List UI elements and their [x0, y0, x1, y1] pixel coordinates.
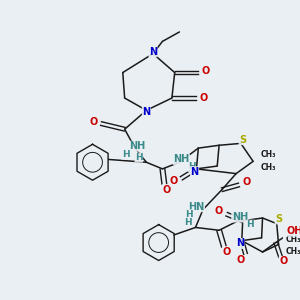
- Text: CH₃: CH₃: [286, 235, 300, 244]
- Text: N: N: [236, 238, 244, 248]
- Text: O: O: [202, 66, 210, 76]
- Text: S: S: [275, 214, 282, 224]
- Text: N: N: [149, 47, 157, 57]
- Text: O: O: [237, 256, 245, 266]
- Text: O: O: [89, 117, 98, 127]
- Text: OH: OH: [286, 226, 300, 236]
- Text: H: H: [135, 153, 142, 162]
- Text: CH₃: CH₃: [260, 164, 276, 172]
- Text: O: O: [279, 256, 287, 266]
- Text: O: O: [162, 185, 170, 195]
- Text: O: O: [223, 247, 231, 257]
- Text: O: O: [215, 206, 223, 216]
- Text: CH₃: CH₃: [286, 248, 300, 256]
- Text: NH: NH: [232, 212, 248, 222]
- Text: O: O: [242, 177, 250, 187]
- Text: HN: HN: [188, 202, 205, 212]
- Text: H: H: [184, 218, 192, 227]
- Text: NH: NH: [129, 141, 145, 151]
- Text: H: H: [247, 220, 254, 229]
- Text: NH: NH: [173, 154, 190, 164]
- Text: S: S: [239, 135, 246, 145]
- Text: H: H: [122, 150, 129, 159]
- Text: CH₃: CH₃: [260, 150, 276, 159]
- Text: N: N: [190, 167, 199, 177]
- Text: O: O: [200, 93, 208, 103]
- Text: N: N: [142, 107, 150, 117]
- Text: H: H: [188, 163, 196, 172]
- Text: O: O: [169, 176, 178, 186]
- Text: H: H: [185, 210, 193, 219]
